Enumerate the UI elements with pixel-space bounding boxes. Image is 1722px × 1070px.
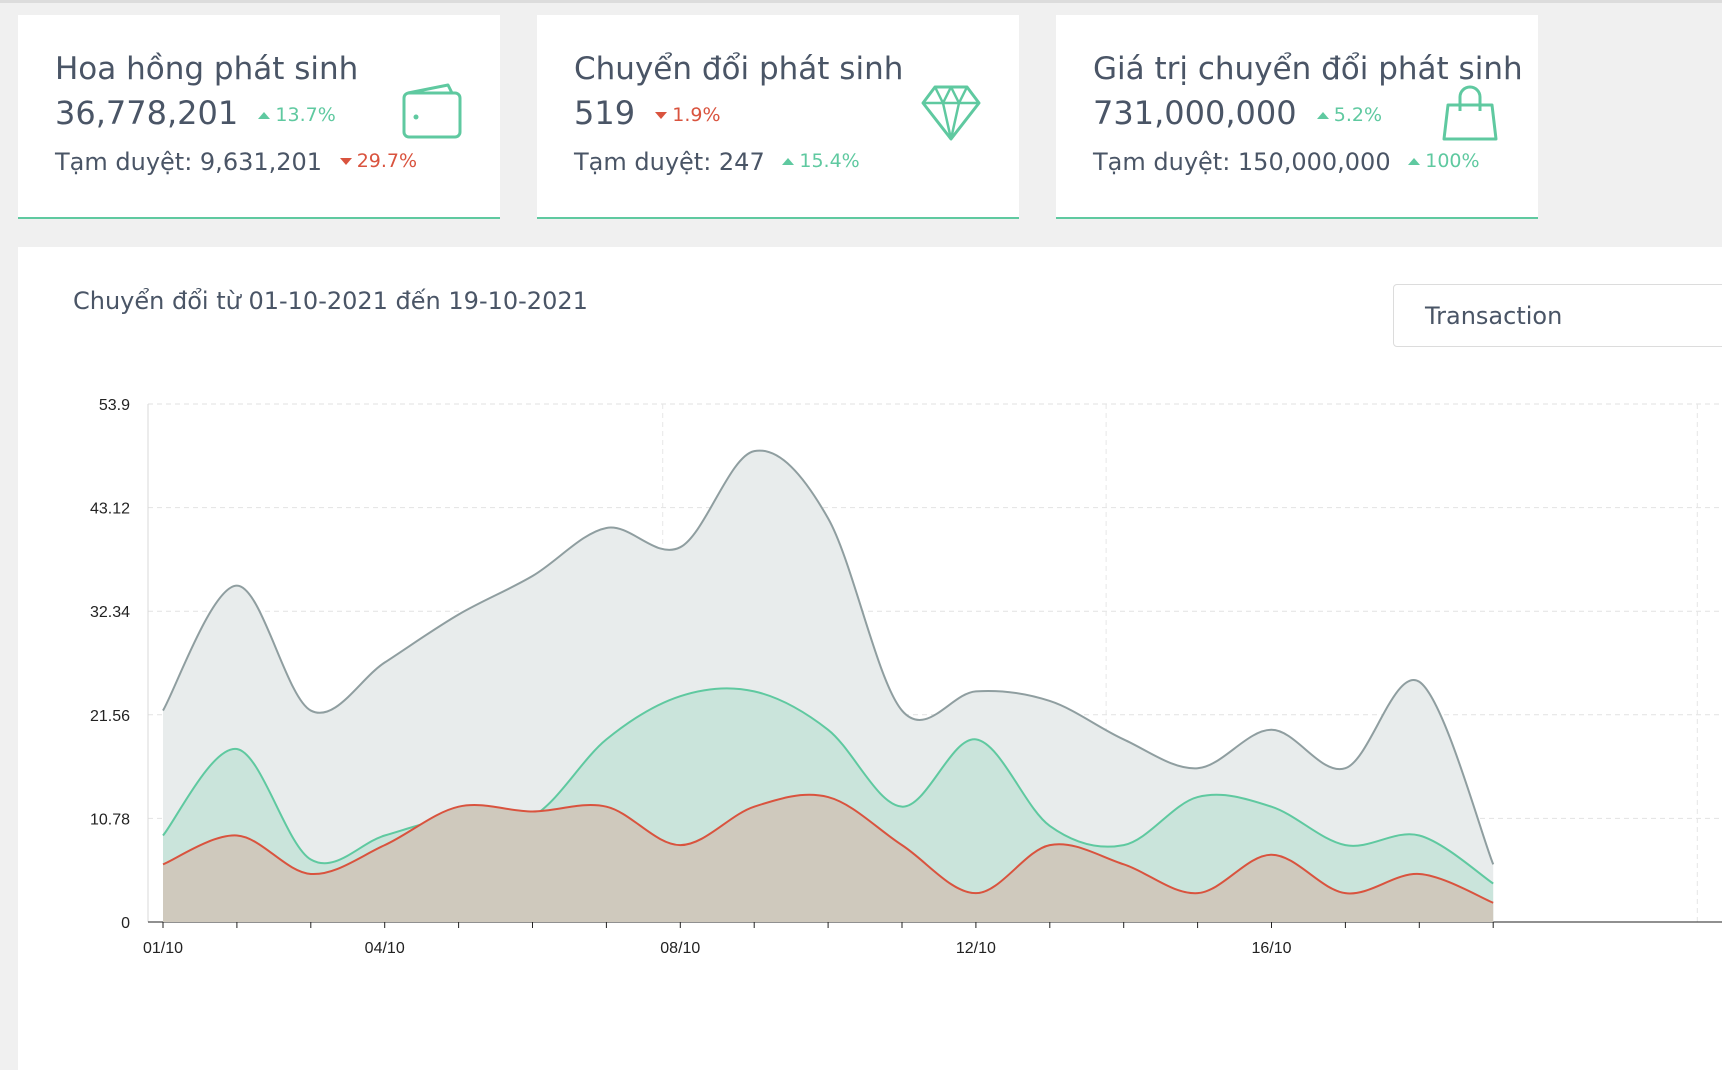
arrow-up-icon (782, 158, 795, 165)
change-indicator: 1.9% (655, 104, 721, 126)
series-total-line (162, 449, 1495, 865)
card-value: 731,000,000 5.2% (1093, 94, 1382, 132)
y-tick-label: 32.34 (90, 604, 130, 621)
card-commission: Hoa hồng phát sinh 36,778,201 13.7% Tạm … (18, 15, 500, 219)
y-tick-label: 53.9 (99, 397, 130, 414)
transaction-button[interactable]: Transaction (1393, 284, 1722, 347)
sub-change-indicator: 29.7% (339, 150, 418, 172)
change-value: 13.7% (275, 104, 336, 126)
card-title: Chuyển đổi phát sinh (574, 51, 904, 87)
card-value: 519 1.9% (574, 94, 721, 132)
x-tick-label: 04/10 (365, 940, 405, 957)
card-title: Giá trị chuyển đổi phát sinh (1093, 51, 1523, 87)
change-indicator: 5.2% (1316, 104, 1383, 126)
x-tick-label: 12/10 (956, 940, 996, 957)
sub-change-value: 15.4% (799, 150, 860, 172)
card-conversions: Chuyển đổi phát sinh 519 1.9% Tạm duyệt:… (537, 15, 1019, 219)
arrow-up-icon (258, 112, 271, 119)
card-value-number: 519 (574, 94, 636, 132)
y-tick-label: 43.12 (90, 501, 130, 518)
pending-label: Tạm duyệt: 247 (574, 148, 765, 176)
card-sub: Tạm duyệt: 150,000,000 100% (1093, 148, 1480, 176)
card-sub: Tạm duyệt: 9,631,201 29.7% (55, 148, 417, 176)
diamond-icon (921, 85, 981, 141)
card-value: 36,778,201 13.7% (55, 94, 336, 132)
shopping-bag-icon (1442, 85, 1498, 141)
sub-change-indicator: 100% (1408, 150, 1480, 172)
arrow-down-icon (655, 112, 668, 119)
arrow-down-icon (339, 158, 352, 165)
change-value: 5.2% (1333, 104, 1383, 126)
series-green-line (162, 687, 1494, 885)
series-red-area (163, 794, 1494, 922)
card-sub: Tạm duyệt: 247 15.4% (574, 148, 860, 176)
x-tick-label: 01/10 (143, 940, 183, 957)
card-title: Hoa hồng phát sinh (55, 51, 359, 87)
change-indicator: 13.7% (258, 104, 336, 126)
sub-change-value: 29.7% (356, 150, 418, 172)
card-value-number: 36,778,201 (55, 94, 239, 132)
sub-change-value: 100% (1425, 150, 1480, 172)
top-border (0, 0, 1722, 3)
y-tick-label: 0 (121, 915, 130, 932)
pending-label: Tạm duyệt: 9,631,201 (55, 148, 323, 176)
x-tick-label: 16/10 (1251, 940, 1291, 957)
chart-panel: Chuyển đổi từ 01-10-2021 đến 19-10-2021 … (18, 247, 1722, 1070)
arrow-up-icon (1316, 112, 1329, 119)
card-value-number: 731,000,000 (1093, 94, 1297, 132)
chart-title: Chuyển đổi từ 01-10-2021 đến 19-10-2021 (73, 287, 588, 315)
x-tick-label: 08/10 (660, 940, 700, 957)
wallet-icon (402, 83, 462, 139)
series-total-area (163, 450, 1494, 922)
pending-label: Tạm duyệt: 150,000,000 (1093, 148, 1391, 176)
conversion-chart: 0 10.78 21.56 32.34 43.12 53.9 01/10 04/10 08/10… (90, 397, 1722, 957)
y-tick-label: 21.56 (90, 708, 130, 725)
change-value: 1.9% (672, 104, 721, 126)
arrow-up-icon (1408, 158, 1421, 165)
sub-change-indicator: 15.4% (782, 150, 860, 172)
card-conversion-value: Giá trị chuyển đổi phát sinh 731,000,000… (1056, 15, 1538, 219)
series-red-line (162, 793, 1494, 904)
y-tick-label: 10.78 (90, 811, 130, 828)
